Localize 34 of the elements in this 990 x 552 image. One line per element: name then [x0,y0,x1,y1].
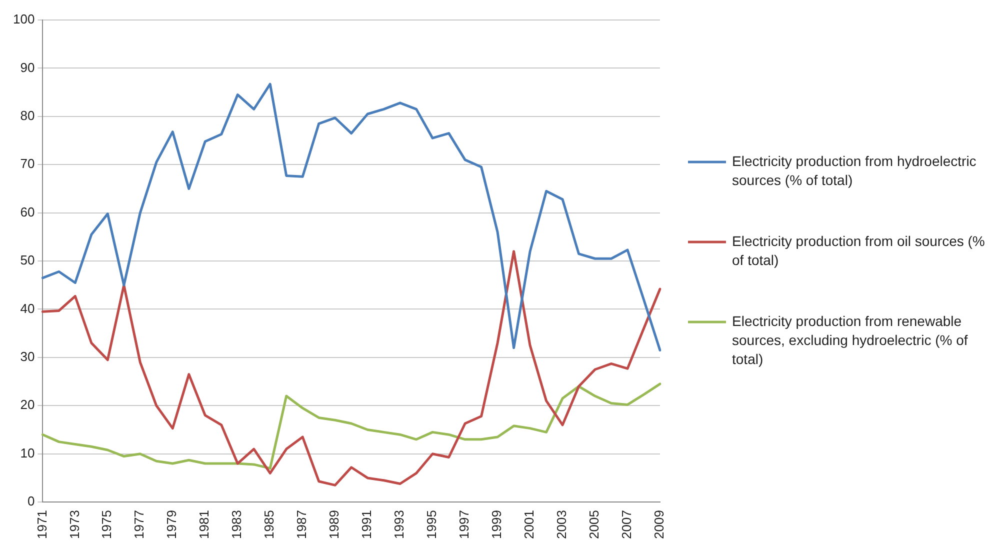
y-tick-label: 10 [20,445,35,460]
x-tick-label: 2009 [652,510,667,539]
x-tick-label: 2001 [522,510,537,539]
x-tick-label: 1977 [132,510,147,539]
y-tick-label: 0 [27,494,35,509]
x-tick-label: 1995 [424,510,440,539]
legend-label: Electricity production from hydroelectric sources (% of total) [732,152,976,188]
x-tick-label: 1971 [34,510,50,539]
x-tick-label: 1999 [489,510,504,539]
x-tick-label: 1993 [392,510,407,539]
x-tick-label: 1983 [229,510,244,539]
x-tick-label: 2005 [586,510,602,539]
x-tick-label: 2003 [554,510,570,539]
legend-label: Electricity production from oil sources (% of total) [732,232,985,268]
x-tick-label: 1985 [262,510,277,539]
y-tick-label: 100 [12,12,35,27]
x-tick-label: 1989 [326,510,342,539]
x-tick-label: 1981 [196,510,212,539]
x-tick-label: 1979 [164,510,180,539]
y-tick-label: 80 [20,108,35,123]
x-tick-label: 1975 [99,510,114,539]
x-tick-label: 1987 [294,510,310,539]
y-tick-label: 40 [20,300,35,316]
x-tick-label: 1991 [359,510,374,539]
y-tick-label: 50 [20,252,35,268]
y-tick-label: 70 [20,156,35,172]
y-tick-label: 90 [20,60,35,75]
x-tick-label: 1973 [66,510,82,539]
y-tick-label: 20 [20,397,35,412]
x-tick-label: 2007 [619,510,634,539]
x-tick-label: 1997 [456,510,472,539]
legend-label: Electricity production from renewable sources, excluding hydroelectric (% of total) [732,312,968,367]
y-tick-label: 30 [20,349,35,364]
y-tick-label: 60 [20,204,35,220]
